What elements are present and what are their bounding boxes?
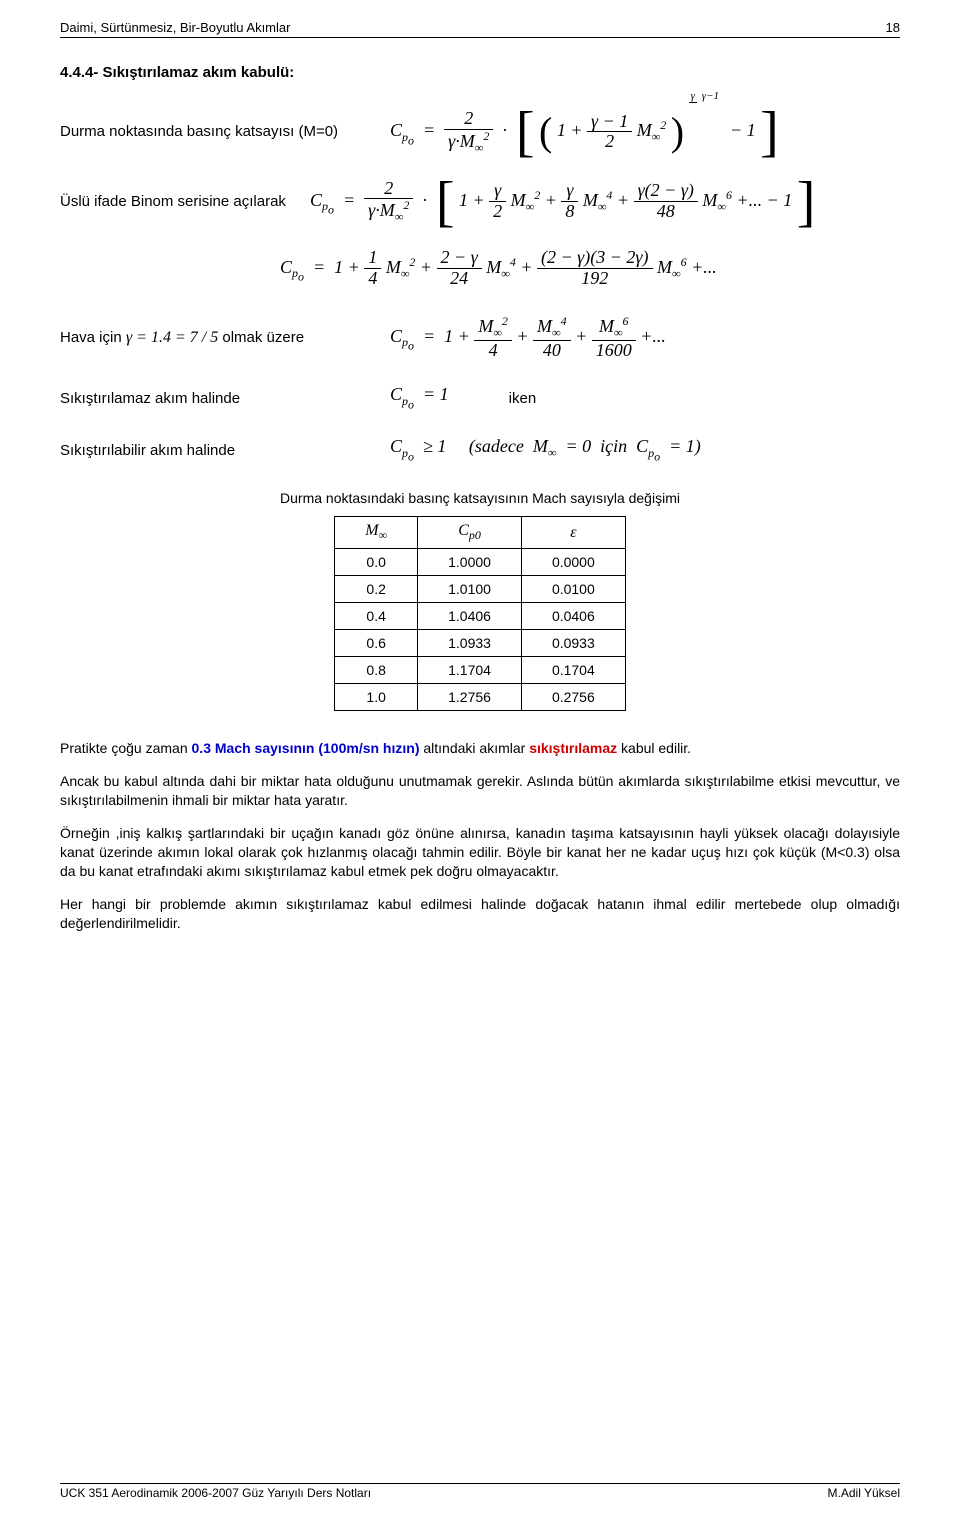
equation-row-3: Cpo = 1 + 14 M∞2 + 2 − γ 24 M∞4 + (2 − γ… [60, 248, 900, 289]
table-cell: 0.0406 [521, 603, 625, 630]
table-row: 0.01.00000.0000 [335, 549, 626, 576]
eq5-label: Sıkıştırılamaz akım halinde [60, 390, 390, 407]
eq6-formula: Cpo ≥ 1 (sadece M∞ = 0 için Cpo = 1) [390, 436, 701, 464]
highlight-blue: 0.3 Mach sayısının (100m/sn hızın) [192, 740, 420, 756]
mach-table: M∞ Cp0 ε 0.01.00000.00000.21.01000.01000… [334, 516, 626, 711]
equation-row-5: Sıkıştırılamaz akım halinde Cpo = 1 iken [60, 384, 900, 412]
paragraph-4: Her hangi bir problemde akımın sıkıştırı… [60, 895, 900, 933]
table-cell: 1.0 [335, 684, 418, 711]
eq5-formula: Cpo = 1 [390, 384, 449, 412]
table-cell: 1.0933 [418, 630, 522, 657]
eq6-label: Sıkıştırılabilir akım halinde [60, 442, 390, 459]
table-cell: 1.2756 [418, 684, 522, 711]
eq2-formula: Cpo = 2 γ·M∞2 · [ 1 + γ2 M∞2 + γ8 M∞4 + … [310, 179, 815, 225]
table-cell: 0.6 [335, 630, 418, 657]
table-row: 0.81.17040.1704 [335, 657, 626, 684]
page: Daimi, Sürtünmesiz, Bir-Boyutlu Akımlar … [0, 0, 960, 1526]
table-cell: 0.4 [335, 603, 418, 630]
header-rule [60, 37, 900, 38]
table-cell: 1.1704 [418, 657, 522, 684]
table-row: 0.21.01000.0100 [335, 576, 626, 603]
footer-left: UCK 351 Aerodinamik 2006-2007 Güz Yarıyı… [60, 1486, 371, 1500]
table-cell: 0.1704 [521, 657, 625, 684]
table-cell: 0.0933 [521, 630, 625, 657]
col-header-Minf: M∞ [335, 517, 418, 549]
eq4-formula: Cpo = 1 + M∞2 4 + M∞4 40 + M∞6 1600 +... [390, 315, 666, 361]
equation-row-6: Sıkıştırılabilir akım halinde Cpo ≥ 1 (s… [60, 436, 900, 464]
col-header-eps: ε [521, 517, 625, 549]
footer: UCK 351 Aerodinamik 2006-2007 Güz Yarıyı… [60, 1483, 900, 1500]
footer-right: M.Adil Yüksel [828, 1486, 900, 1500]
eq4-label: Hava için γ = 1.4 = 7 / 5 olmak üzere [60, 329, 390, 347]
table-body: 0.01.00000.00000.21.01000.01000.41.04060… [335, 549, 626, 711]
table-cell: 0.8 [335, 657, 418, 684]
table-row: 1.01.27560.2756 [335, 684, 626, 711]
equation-row-4: Hava için γ = 1.4 = 7 / 5 olmak üzere Cp… [60, 315, 900, 361]
table-cell: 1.0000 [418, 549, 522, 576]
eq5-tail: iken [509, 390, 537, 407]
equation-row-2: Üslü ifade Binom serisine açılarak Cpo =… [60, 179, 900, 225]
header-page-number: 18 [886, 20, 900, 35]
col-header-Cp0: Cp0 [418, 517, 522, 549]
table-header-row: M∞ Cp0 ε [335, 517, 626, 549]
table-cell: 0.0100 [521, 576, 625, 603]
table-cell: 0.0 [335, 549, 418, 576]
table-cell: 1.0100 [418, 576, 522, 603]
table-cell: 1.0406 [418, 603, 522, 630]
eq1-formula: Cpo = 2 γ·M∞2 · [ ( 1 + γ − 1 2 M∞2 ) γ … [390, 109, 779, 155]
table-row: 0.41.04060.0406 [335, 603, 626, 630]
eq2-label: Üslü ifade Binom serisine açılarak [60, 193, 310, 210]
running-header: Daimi, Sürtünmesiz, Bir-Boyutlu Akımlar … [60, 20, 900, 35]
table-caption: Durma noktasındaki basınç katsayısının M… [60, 490, 900, 506]
eq1-label: Durma noktasında basınç katsayısı (M=0) [60, 123, 390, 140]
highlight-red: sıkıştırılamaz [529, 740, 617, 756]
paragraph-2: Ancak bu kabul altında dahi bir miktar h… [60, 772, 900, 810]
table-cell: 0.2 [335, 576, 418, 603]
table-row: 0.61.09330.0933 [335, 630, 626, 657]
equation-row-1: Durma noktasında basınç katsayısı (M=0) … [60, 109, 900, 155]
table-cell: 0.2756 [521, 684, 625, 711]
eq3-formula: Cpo = 1 + 14 M∞2 + 2 − γ 24 M∞4 + (2 − γ… [280, 257, 717, 277]
section-title: 4.4.4- Sıkıştırılamaz akım kabulü: [60, 64, 900, 81]
header-left: Daimi, Sürtünmesiz, Bir-Boyutlu Akımlar [60, 20, 290, 35]
paragraph-1: Pratikte çoğu zaman 0.3 Mach sayısının (… [60, 739, 900, 758]
table-cell: 0.0000 [521, 549, 625, 576]
paragraph-3: Örneğin ,iniş kalkış şartlarındaki bir u… [60, 824, 900, 881]
